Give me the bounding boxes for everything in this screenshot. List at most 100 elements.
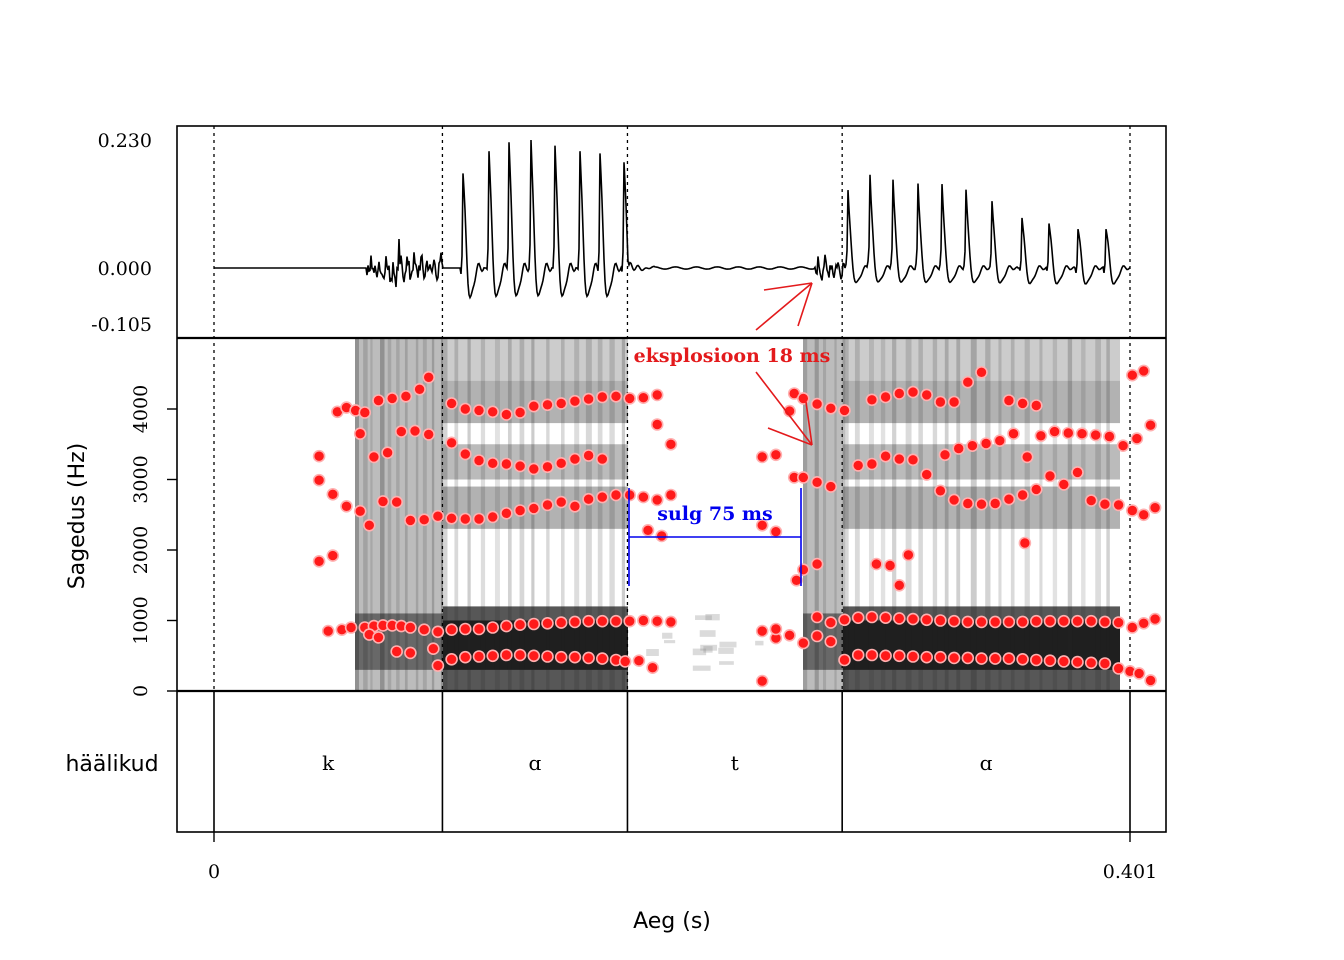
formant-point-F4-12	[527, 462, 541, 476]
closure-annotation: sulg 75 ms	[628, 488, 802, 586]
formant-point-F5-38	[1002, 394, 1016, 407]
segment-label-3: ɑ	[980, 751, 993, 775]
formant-point-F3-13	[472, 512, 486, 526]
formant-point-F1-56	[1084, 656, 1098, 670]
formant-point-F3-26	[650, 493, 664, 507]
formant-point-F5-39	[1016, 397, 1029, 410]
formant-point-F3-29	[796, 471, 810, 484]
formant-point-F1-46	[947, 651, 961, 665]
formant-point-F4-31	[1034, 429, 1048, 443]
formant-point-F2-42	[1112, 616, 1125, 629]
formant-point-F3-0	[312, 449, 326, 463]
formant-point-F3-1	[312, 473, 326, 487]
spec-striation	[1010, 338, 1015, 691]
formant-point-F4-32	[1048, 425, 1061, 438]
spec-striation	[561, 338, 565, 691]
spec-y-tick-label: 2000	[130, 526, 152, 574]
formant-point-F1-43	[906, 650, 920, 663]
formant-point-F1-18	[472, 650, 486, 663]
spec-speckle	[692, 665, 711, 671]
formant-point-F1-34	[783, 628, 796, 642]
formant-point-F2-43	[1126, 621, 1139, 634]
formant-point-F2-1	[445, 623, 458, 637]
explosion-annotation: eksplosioon 18 ms	[634, 282, 830, 446]
spec-speckle	[719, 661, 734, 665]
formant-point-F5-21	[609, 389, 623, 403]
formant-point-F5-17	[554, 397, 568, 410]
spec-striation	[621, 338, 626, 691]
spec-striation	[918, 338, 923, 691]
spec-noise	[415, 338, 419, 691]
formant-point-F3-5	[362, 518, 376, 532]
formant-point-F4-0	[353, 427, 367, 441]
formant-point-F2-3	[472, 622, 486, 636]
formant-point-F3-22	[595, 490, 609, 504]
formant-point-F1-36	[810, 629, 824, 643]
formant-point-F1-60	[1132, 667, 1146, 680]
formant-point-F5-34	[934, 395, 947, 409]
formant-point-F1-15	[431, 659, 445, 672]
formant-point-F4-13	[541, 460, 554, 474]
formant-point-F3-49	[1084, 494, 1098, 507]
formant-point-F1-58	[1112, 662, 1125, 675]
formant-point-F5-27	[824, 401, 838, 415]
spec-striation	[932, 338, 938, 691]
formant-point-F3-18	[541, 498, 554, 512]
formant-point-F5-18	[568, 394, 582, 408]
formant-point-F3-33	[865, 457, 879, 471]
formant-point-F3-7	[390, 495, 404, 509]
x-tick-label: 0	[208, 861, 220, 883]
spec-speckle	[755, 640, 764, 646]
formant-point-F3-10	[431, 509, 445, 523]
formant-point-F2-25	[879, 611, 892, 625]
formant-point-F4-25	[952, 442, 966, 455]
spec-striation	[585, 338, 592, 691]
spec-striation	[956, 338, 961, 691]
formant-point-F2-4	[486, 621, 500, 634]
formant-point-F3-16	[513, 504, 527, 517]
spectrogram-y-axis-title: Sagedus (Hz)	[65, 443, 90, 590]
spec-noise	[842, 338, 846, 691]
formant-point-F1-42	[892, 649, 906, 663]
spec-y-tick-label: 1000	[130, 596, 152, 644]
segment-label-1: ɑ	[529, 751, 542, 775]
spec-speckle	[695, 615, 712, 620]
formant-point-F1-20	[500, 648, 513, 662]
spec-striation	[443, 338, 448, 691]
formant-point-F1-19	[486, 649, 500, 663]
formant-point-F5-6	[399, 389, 413, 403]
formant-point-F3-6	[376, 495, 390, 508]
waveform-y-tick-label: -0.105	[91, 314, 152, 336]
formant-point-F3-39	[947, 493, 961, 507]
formant-point-F1-52	[1030, 653, 1043, 667]
formant-point-F3-2	[326, 487, 340, 501]
closure-label: sulg 75 ms	[657, 503, 772, 525]
formant-point-F_mid-12	[641, 523, 655, 537]
formant-point-F2-23	[851, 611, 865, 625]
formant-point-F5-40	[1030, 399, 1043, 412]
formant-point-F1-51	[1016, 652, 1029, 666]
formant-point-F1-37	[824, 635, 838, 648]
formant-point-F5-26	[810, 397, 824, 411]
formant-point-F2-26	[892, 612, 906, 625]
formant-point-F3-12	[458, 512, 472, 526]
formant-point-F5-23	[637, 391, 650, 405]
formant-point-F5-8	[422, 370, 436, 384]
formant-point-F_mid-10	[755, 518, 769, 532]
formant-point-F3-41	[975, 497, 988, 511]
formant-point-F3-44	[1016, 488, 1029, 502]
spec-striation	[880, 338, 886, 691]
formant-point-F3-38	[934, 484, 947, 498]
formant-point-F2-2	[458, 622, 472, 636]
formant-point-F5-22	[623, 392, 637, 405]
formant-point-F4-2	[381, 446, 394, 460]
spec-noise	[822, 338, 827, 691]
formant-point-F1-21	[513, 648, 527, 662]
formant-point-F5-11	[472, 404, 486, 417]
formant-point-F1-12	[390, 645, 404, 658]
spec-striation	[892, 338, 897, 691]
formant-point-F5-20	[595, 390, 609, 404]
formant-point-F1-32	[755, 674, 769, 688]
formant-point-F2-22	[838, 613, 851, 627]
